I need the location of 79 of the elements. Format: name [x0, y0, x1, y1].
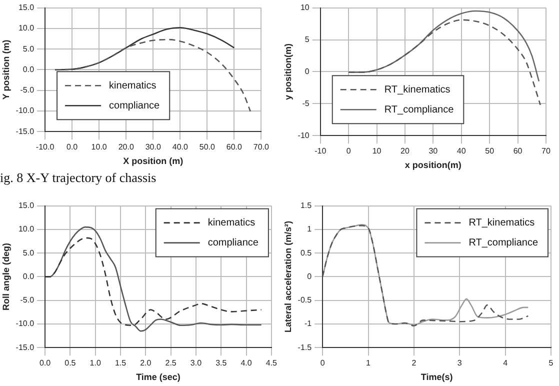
x-tick-label: 3 — [457, 358, 462, 368]
x-tick-label: 40 — [456, 146, 466, 156]
x-tick-label: 4.5 — [266, 358, 278, 368]
x-tick-label: -10 — [314, 146, 327, 156]
y-tick-label: 10 — [300, 3, 310, 12]
y-axis-title: Y position (m) — [0, 40, 11, 100]
legend-label: RT_kinematics — [468, 218, 535, 229]
x-tick-label: 10.0 — [91, 142, 108, 152]
y-tick-label: 10.0 — [18, 24, 35, 33]
x-tick-label: 5 — [548, 358, 554, 368]
y-tick-label: 0 — [304, 66, 310, 76]
x-tick-label: 20 — [400, 146, 410, 156]
legend-label: RT_compliance — [384, 104, 454, 116]
y-tick-label: -5 — [302, 98, 310, 108]
x-tick-label: 70.0 — [253, 142, 270, 152]
x-tick-label: 0.0 — [66, 142, 78, 152]
legend-label: RT_kinematics — [384, 84, 450, 96]
x-tick-label: 4.0 — [240, 358, 252, 368]
y-tick-label: 5.0 — [22, 248, 35, 258]
legend-label: compliance — [208, 238, 259, 249]
x-tick-label: 60 — [513, 146, 523, 156]
y-tick-label: -1.5 — [298, 342, 312, 352]
y-tick-label: 10.0 — [18, 224, 35, 234]
x-tick-label: 0 — [346, 146, 352, 156]
y-tick-label: 0.0 — [22, 64, 35, 74]
x-tick-label: 70 — [542, 146, 551, 156]
y-tick-label: 0 — [307, 272, 312, 281]
x-axis-title: Time(s) — [420, 372, 453, 382]
y-tick-label: 1.5 — [300, 201, 312, 210]
x-tick-label: 4 — [503, 358, 508, 368]
y-tick-label: -5.0 — [20, 296, 35, 305]
y-axis-title: y position(m) — [282, 43, 293, 100]
x-tick-label: 40.0 — [172, 142, 188, 152]
x-tick-label: -10.0 — [36, 142, 55, 152]
x-tick-label: 0.0 — [39, 358, 52, 368]
x-tick-label: 60.0 — [226, 142, 243, 152]
legend-label: RT_compliance — [468, 238, 538, 249]
y-tick-label: 0.0 — [22, 272, 35, 281]
legend-label: kinematics — [109, 80, 156, 92]
x-tick-label: 50.0 — [199, 142, 216, 152]
y-tick-label: 15.0 — [18, 3, 35, 12]
y-tick-label: -5.0 — [20, 86, 35, 95]
x-tick-label: 20.0 — [118, 142, 134, 152]
x-tick-label: 30 — [428, 146, 438, 156]
y-tick-label: -1 — [304, 319, 312, 328]
x-tick-label: 50 — [485, 146, 495, 156]
y-tick-label: -0.5 — [298, 296, 312, 305]
y-tick-label: 15.0 — [18, 201, 35, 210]
text: ig. 8 X-Y trajectory of chassis — [0, 170, 158, 186]
x-tick-label: 2.5 — [165, 358, 177, 368]
x-tick-label: 2.0 — [140, 358, 152, 368]
x-tick-label: 1.5 — [114, 358, 127, 368]
y-tick-label: 5 — [304, 34, 310, 44]
x-tick-label: 10 — [372, 146, 382, 156]
y-tick-label: -10.0 — [16, 319, 35, 328]
x-tick-label: 3.5 — [216, 358, 228, 368]
line-series — [54, 38, 252, 112]
line-series — [348, 19, 542, 106]
y-tick-label: -15.0 — [16, 126, 35, 136]
y-tick-label: 1 — [307, 224, 312, 234]
x-tick-label: 1.0 — [90, 358, 102, 368]
x-tick-label: 30.0 — [145, 142, 162, 152]
x-tick-label: 1 — [366, 358, 372, 368]
x-tick-label: 2 — [412, 358, 417, 368]
x-axis-title: Time (sec) — [136, 372, 180, 382]
y-tick-label: 0.5 — [300, 248, 312, 258]
legend-label: kinematics — [208, 218, 256, 229]
x-tick-label: 0 — [320, 358, 326, 368]
legend-label: compliance — [109, 100, 160, 112]
x-axis-title: x position(m) — [404, 160, 462, 170]
y-axis-title: Roll angle (deg) — [0, 242, 11, 310]
x-axis-title: X position (m) — [123, 156, 184, 166]
y-axis-title: Lateral acceleration (m/s²) — [282, 220, 293, 332]
y-tick-label: -10 — [298, 130, 310, 140]
x-tick-label: 0.5 — [64, 358, 76, 368]
y-tick-label: -10.0 — [16, 106, 35, 116]
y-tick-label: 5.0 — [22, 44, 35, 54]
y-tick-label: -15.0 — [16, 342, 35, 352]
x-tick-label: 3.0 — [190, 358, 202, 368]
